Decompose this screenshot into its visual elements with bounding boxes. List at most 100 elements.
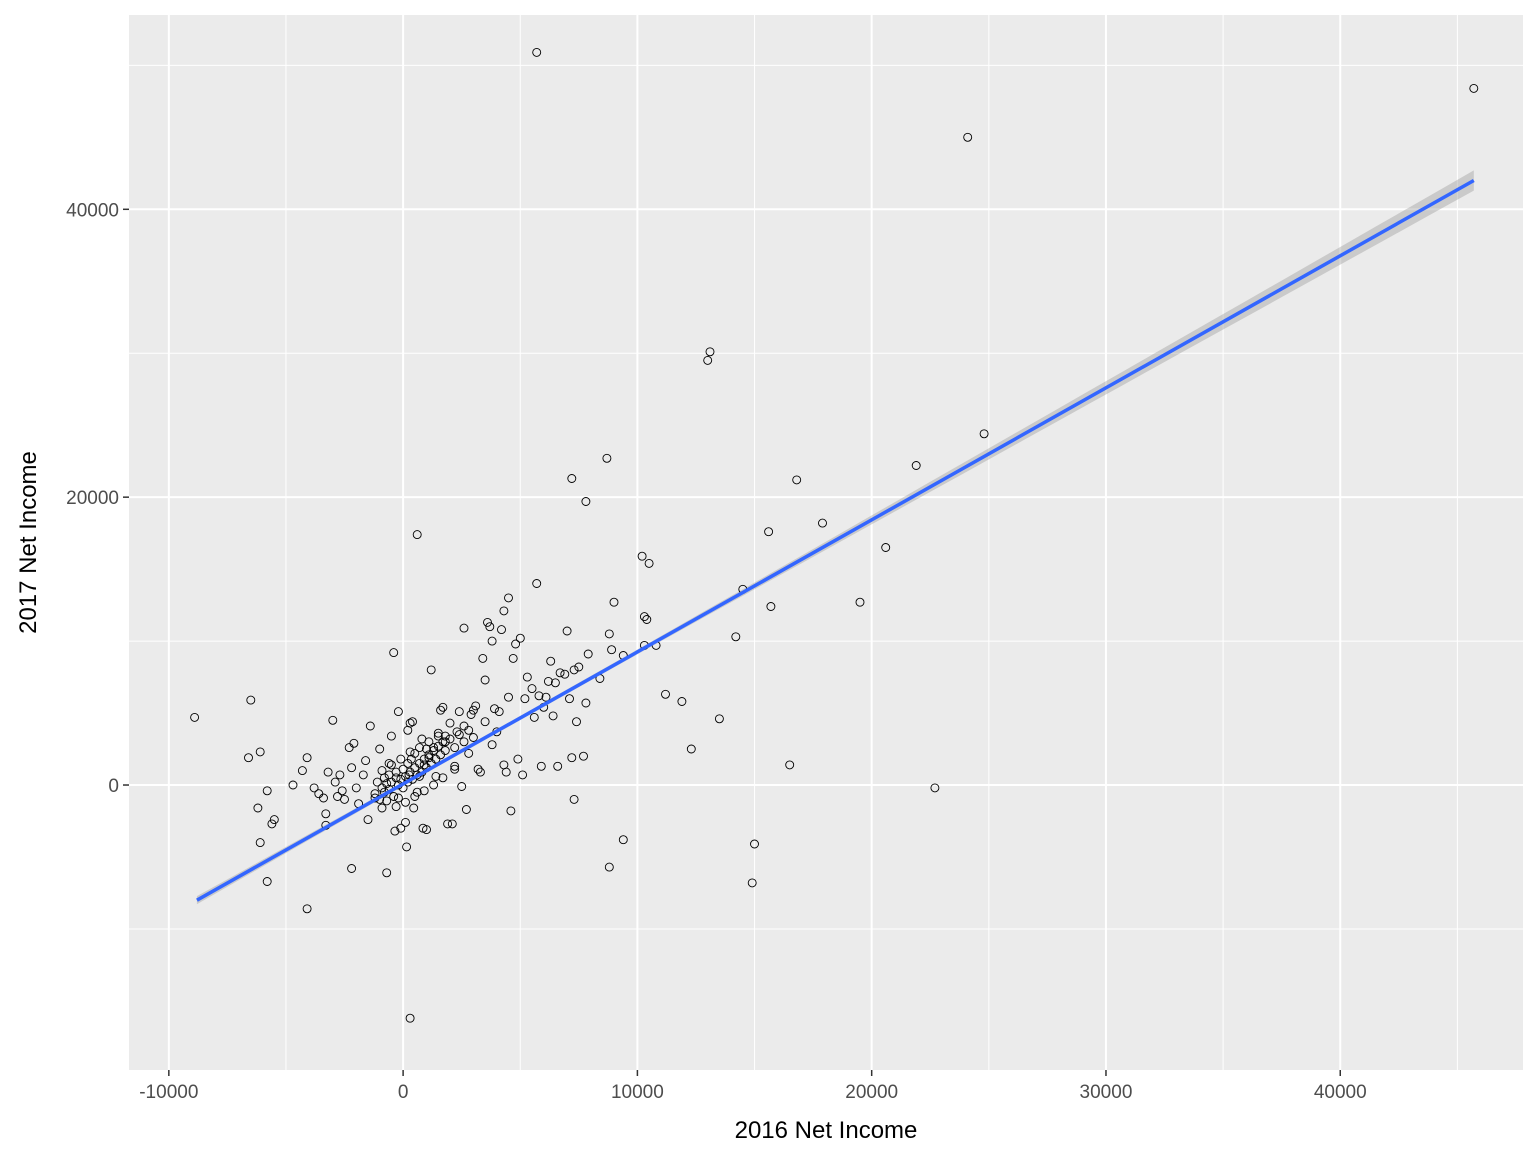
data-point (454, 707, 464, 717)
data-point (911, 461, 921, 470)
data-point (550, 678, 560, 688)
data-point (731, 632, 741, 642)
data-point (438, 773, 448, 783)
data-point (511, 639, 521, 649)
data-point (686, 744, 696, 754)
data-point (661, 689, 670, 699)
data-point (323, 767, 333, 777)
data-point (555, 668, 565, 678)
data-point (515, 633, 525, 643)
data-point (288, 780, 298, 790)
data-point (337, 786, 347, 796)
data-point (384, 770, 394, 780)
data-point (703, 355, 713, 365)
data-point (499, 606, 509, 616)
data-point (480, 717, 490, 727)
data-point (361, 756, 371, 766)
grid-minor (129, 15, 1523, 1070)
data-point (419, 786, 429, 796)
data-point (513, 754, 523, 764)
data-point (436, 705, 446, 715)
data-point (609, 597, 619, 607)
data-point (792, 475, 802, 485)
data-point (255, 838, 265, 848)
data-point (319, 793, 328, 803)
data-point (351, 783, 361, 793)
data-point (714, 714, 724, 724)
data-point (340, 794, 349, 804)
data-point (389, 648, 399, 658)
data-point (393, 707, 403, 717)
data-point (302, 904, 312, 914)
data-point (255, 747, 265, 757)
data-point (541, 692, 551, 702)
data-point (389, 792, 399, 801)
data-point (930, 783, 940, 793)
data-point (349, 738, 359, 748)
data-point (604, 629, 614, 639)
data-point (426, 665, 436, 675)
x-tick-label: 20000 (845, 1082, 898, 1103)
data-point (335, 770, 345, 780)
data-point (579, 751, 588, 761)
data-point (979, 429, 989, 439)
data-point (855, 597, 865, 607)
data-point (562, 626, 572, 636)
data-point (785, 760, 795, 770)
data-point (487, 636, 497, 646)
data-point (480, 675, 490, 685)
data-point (438, 702, 448, 712)
data-point (642, 615, 652, 624)
data-point (569, 665, 579, 675)
data-point (321, 809, 331, 819)
data-point (459, 737, 469, 747)
data-point (365, 721, 375, 731)
data-point (370, 789, 380, 799)
data-point (377, 766, 387, 776)
data-point (269, 815, 279, 825)
data-point (401, 797, 410, 807)
data-point (560, 669, 570, 679)
data-point (508, 653, 518, 663)
data-point (443, 819, 453, 829)
data-point (567, 753, 577, 763)
data-point (534, 691, 544, 701)
data-point (750, 839, 759, 849)
data-point (705, 347, 715, 357)
data-point (372, 777, 382, 787)
data-point (602, 453, 612, 463)
data-point (747, 878, 757, 888)
data-point (764, 527, 774, 537)
y-tick-label: 0 (108, 776, 119, 797)
data-point (440, 731, 450, 741)
data-point (459, 623, 469, 633)
data-point (396, 754, 406, 764)
data-point (405, 747, 415, 757)
data-point (347, 763, 357, 773)
data-point (567, 474, 577, 483)
grid-major (129, 15, 1523, 1070)
data-point (445, 718, 455, 728)
data-point (546, 656, 556, 666)
data-point (358, 770, 368, 780)
data-point (532, 579, 542, 588)
data-point (506, 806, 516, 816)
data-point (487, 740, 497, 750)
data-point (363, 815, 373, 825)
data-point (468, 733, 478, 742)
data-point (302, 753, 312, 763)
regression-line (196, 178, 1475, 902)
data-point (384, 758, 394, 768)
data-point (410, 748, 420, 758)
data-point (422, 744, 431, 754)
data-point (267, 819, 277, 829)
x-axis-title: 2016 Net Income (735, 1117, 918, 1144)
data-point (401, 817, 410, 827)
data-point (583, 649, 593, 659)
data-point (677, 697, 687, 706)
data-point (431, 771, 441, 781)
data-point (190, 712, 200, 722)
data-point (581, 497, 591, 506)
data-point (377, 803, 387, 813)
